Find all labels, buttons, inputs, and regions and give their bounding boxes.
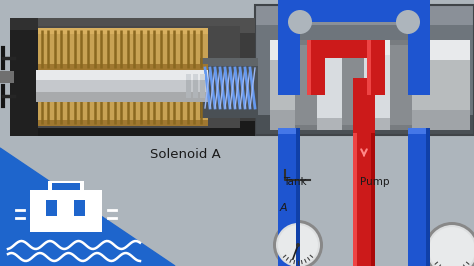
Bar bbox=[46, 200, 57, 216]
Circle shape bbox=[396, 10, 420, 34]
Bar bbox=[367, 40, 385, 95]
Bar bbox=[364, 40, 390, 130]
Bar bbox=[307, 40, 385, 58]
Circle shape bbox=[278, 225, 318, 265]
Bar bbox=[278, 0, 430, 22]
Bar bbox=[36, 80, 208, 92]
Bar bbox=[317, 40, 342, 55]
Circle shape bbox=[273, 220, 323, 266]
Bar bbox=[200, 58, 258, 66]
Bar bbox=[278, 40, 300, 95]
Bar bbox=[270, 110, 470, 130]
Circle shape bbox=[288, 10, 312, 34]
Bar bbox=[278, 128, 300, 134]
Bar bbox=[408, 128, 430, 266]
Bar bbox=[408, 40, 430, 62]
Bar bbox=[38, 84, 208, 90]
Bar bbox=[317, 40, 342, 130]
Bar bbox=[390, 45, 412, 125]
Bar bbox=[353, 128, 357, 266]
Text: Solenoid A: Solenoid A bbox=[150, 148, 220, 161]
Bar bbox=[186, 74, 191, 98]
Bar bbox=[296, 128, 300, 266]
Bar bbox=[36, 70, 208, 102]
Bar bbox=[270, 40, 470, 130]
Text: Tank: Tank bbox=[283, 177, 307, 187]
Bar bbox=[10, 18, 255, 136]
Bar bbox=[0, 71, 14, 83]
Bar bbox=[342, 45, 364, 125]
Bar bbox=[255, 5, 474, 135]
Bar bbox=[255, 5, 474, 25]
Bar bbox=[36, 92, 208, 102]
Bar bbox=[10, 18, 38, 30]
Bar bbox=[317, 118, 342, 130]
Bar bbox=[200, 74, 205, 98]
Bar bbox=[307, 40, 311, 95]
Bar bbox=[342, 40, 364, 130]
Bar bbox=[255, 115, 474, 135]
Text: A: A bbox=[279, 203, 287, 213]
Circle shape bbox=[278, 0, 322, 22]
Bar bbox=[426, 128, 430, 266]
Bar bbox=[353, 78, 375, 133]
Bar bbox=[74, 200, 85, 216]
Polygon shape bbox=[0, 148, 175, 266]
Bar bbox=[38, 28, 208, 34]
Bar bbox=[353, 128, 375, 266]
Bar bbox=[193, 74, 198, 80]
Bar bbox=[52, 183, 80, 190]
Circle shape bbox=[296, 243, 300, 247]
Circle shape bbox=[386, 0, 430, 22]
Bar bbox=[390, 40, 412, 130]
Bar bbox=[10, 18, 38, 136]
Bar bbox=[295, 40, 317, 130]
Bar bbox=[295, 45, 317, 125]
Bar bbox=[367, 40, 371, 95]
Bar bbox=[364, 118, 390, 130]
Circle shape bbox=[276, 223, 320, 266]
Circle shape bbox=[424, 222, 474, 266]
Bar bbox=[200, 58, 258, 118]
Bar bbox=[278, 0, 300, 45]
Bar bbox=[10, 18, 255, 33]
Bar bbox=[200, 74, 205, 80]
Bar bbox=[371, 128, 375, 266]
Bar bbox=[408, 0, 430, 45]
Bar bbox=[38, 64, 208, 70]
Bar bbox=[364, 40, 390, 55]
Bar bbox=[193, 74, 198, 98]
Bar bbox=[38, 120, 208, 126]
Bar bbox=[38, 28, 208, 70]
Bar bbox=[186, 74, 191, 80]
Bar bbox=[36, 70, 208, 80]
Bar bbox=[278, 40, 300, 62]
Bar bbox=[270, 40, 470, 60]
Bar bbox=[408, 128, 430, 134]
Bar bbox=[30, 190, 102, 232]
Bar bbox=[408, 40, 430, 95]
Circle shape bbox=[427, 225, 474, 266]
Bar bbox=[255, 5, 474, 135]
Bar bbox=[307, 40, 325, 95]
Bar bbox=[48, 181, 84, 190]
Bar bbox=[255, 25, 474, 115]
Bar bbox=[10, 121, 255, 136]
Circle shape bbox=[429, 227, 474, 266]
Bar bbox=[278, 128, 300, 266]
Text: Pump: Pump bbox=[360, 177, 390, 187]
Bar bbox=[30, 26, 240, 128]
Bar bbox=[38, 84, 208, 126]
